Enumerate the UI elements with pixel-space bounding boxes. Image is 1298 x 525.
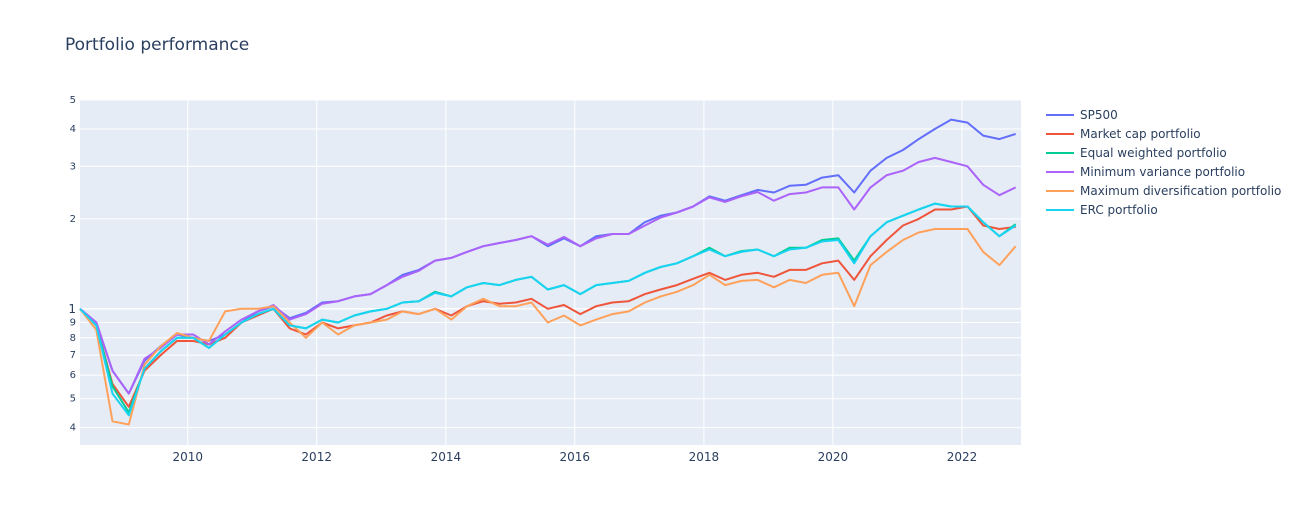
x-tick-label: 2010 xyxy=(172,450,203,464)
legend-item-erc-portfolio[interactable]: ERC portfolio xyxy=(1046,203,1158,217)
x-tick-label: 2014 xyxy=(431,450,462,464)
y-tick-label: 5 xyxy=(70,394,76,405)
plot-area xyxy=(80,100,1021,445)
y-tick-label: 3 xyxy=(70,161,76,172)
x-tick-label: 2020 xyxy=(818,450,849,464)
y-tick-label: 1 xyxy=(68,302,76,316)
series-line-minimum-variance-portfolio[interactable] xyxy=(79,156,1017,395)
legend-label: ERC portfolio xyxy=(1080,203,1158,217)
legend-label: Maximum diversification portfolio xyxy=(1080,184,1281,198)
legend[interactable]: SP500 Market cap portfolio Equal weighted … xyxy=(1046,108,1281,217)
y-tick-label: 7 xyxy=(70,350,76,361)
chart-title: Portfolio performance xyxy=(65,35,249,55)
legend-item-minimum-variance-portfolio[interactable]: Minimum variance portfolio xyxy=(1046,165,1245,179)
legend-label: Market cap portfolio xyxy=(1080,127,1201,141)
y-tick-label: 5 xyxy=(70,95,76,106)
x-axis: 2010 2012 2014 2016 2018 2020 2022 xyxy=(172,450,977,464)
legend-label: Equal weighted portfolio xyxy=(1080,146,1227,160)
legend-item-equal-weighted-portfolio[interactable]: Equal weighted portfolio xyxy=(1046,146,1227,160)
legend-item-maximum-diversification-portfolio[interactable]: Maximum diversification portfolio xyxy=(1046,184,1281,198)
series-line-erc-portfolio[interactable] xyxy=(79,202,1017,417)
legend-label: Minimum variance portfolio xyxy=(1080,165,1245,179)
series-lines xyxy=(79,118,1017,426)
y-tick-label: 6 xyxy=(70,370,76,381)
y-tick-label: 2 xyxy=(70,214,76,225)
y-tick-label: 8 xyxy=(70,333,76,344)
legend-label: SP500 xyxy=(1080,108,1118,122)
x-tick-label: 2018 xyxy=(689,450,720,464)
x-tick-label: 2012 xyxy=(301,450,332,464)
legend-item-sp500[interactable]: SP500 xyxy=(1046,108,1118,122)
legend-item-market-cap-portfolio[interactable]: Market cap portfolio xyxy=(1046,127,1201,141)
y-tick-label: 9 xyxy=(70,317,76,328)
y-axis: 4 5 6 7 8 9 2 3 4 5 1 xyxy=(68,95,76,434)
y-tick-label: 4 xyxy=(70,124,76,135)
x-tick-label: 2022 xyxy=(947,450,978,464)
x-tick-label: 2016 xyxy=(560,450,591,464)
y-tick-label: 4 xyxy=(70,423,76,434)
series-line-maximum-diversification-portfolio[interactable] xyxy=(79,228,1017,426)
